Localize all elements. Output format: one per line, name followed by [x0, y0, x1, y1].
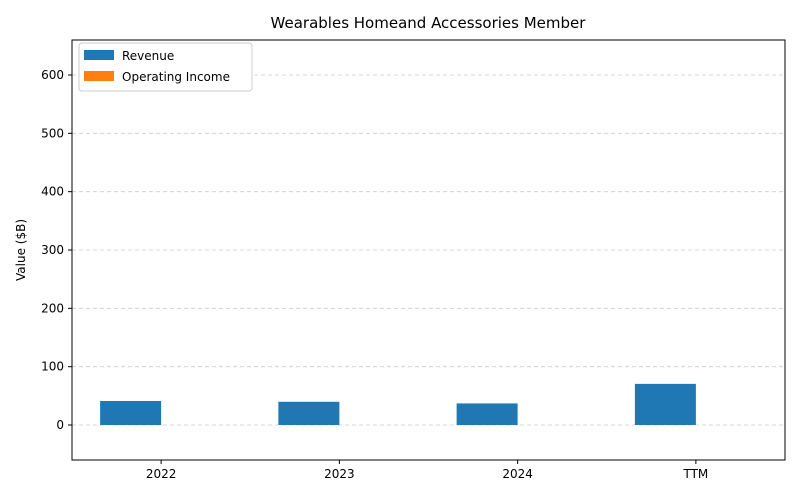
bar-revenue-2024: [456, 403, 518, 425]
bar-revenue-ttm: [634, 383, 696, 425]
y-axis-ticks: 0 100 200 300 400 500 600: [41, 68, 72, 432]
bar-revenue-2022: [100, 400, 162, 425]
y-tick-label: 100: [41, 360, 64, 374]
legend-label-revenue: Revenue: [122, 49, 174, 63]
y-tick-label: 300: [41, 243, 64, 257]
y-tick-label: 200: [41, 301, 64, 315]
x-tick-label: 2024: [502, 467, 533, 481]
y-tick-label: 500: [41, 126, 64, 140]
bar-revenue-2023: [278, 401, 340, 425]
legend-box: [78, 42, 253, 92]
y-tick-label: 0: [56, 418, 64, 432]
y-tick-label: 400: [41, 185, 64, 199]
legend: Revenue Operating Income: [78, 42, 253, 92]
legend-swatch-revenue: [84, 50, 114, 60]
chart-title: Wearables Homeand Accessories Member: [271, 14, 587, 32]
x-tick-label: 2022: [146, 467, 177, 481]
bars: [100, 383, 696, 425]
legend-swatch-operating-income: [84, 71, 114, 81]
grid-lines: [72, 74, 785, 426]
y-axis-label: Value ($B): [14, 219, 28, 281]
y-tick-label: 600: [41, 68, 64, 82]
x-tick-label: TTM: [682, 467, 708, 481]
legend-label-operating-income: Operating Income: [122, 70, 230, 84]
x-axis-ticks: 2022 2023 2024 TTM: [146, 460, 708, 481]
x-tick-label: 2023: [324, 467, 355, 481]
